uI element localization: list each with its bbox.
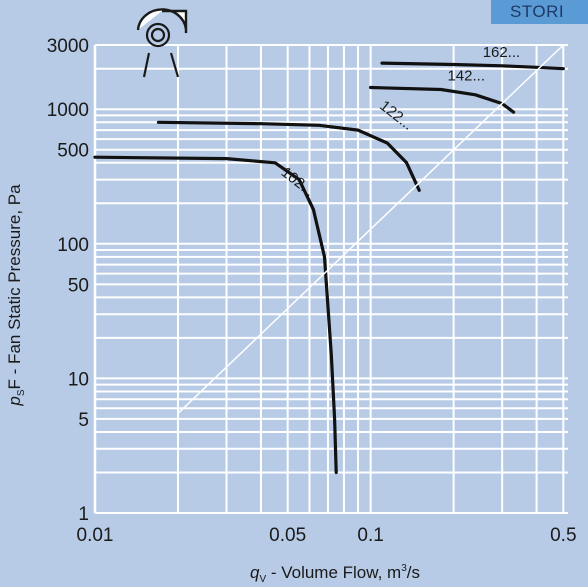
fan-icon [136,8,188,78]
y-tick-label: 10 [68,369,89,390]
y-axis-label: pSF - Fan Static Pressure, Pa [5,184,27,407]
fan-curves [93,44,565,475]
curve-label: 142... [447,68,485,85]
y-tick-label: 5 [78,410,89,431]
badge-text: STORI [510,2,565,21]
y-tick-label: 1000 [47,100,89,121]
y-tick-label: 3000 [47,36,89,57]
axis-ticks: 0.01 0.05 0.1 0.5 1 5 10 50 100 500 1000 3000 [47,36,577,546]
x-tick-label: 0.05 [269,525,306,546]
y-tick-label: 1 [78,504,89,525]
fan-curve-line [93,155,338,475]
fan-curve-line [156,120,421,192]
stori-badge: STORI [491,0,588,24]
y-tick-label: 500 [57,141,89,162]
system-curve-line [177,44,564,414]
x-tick-label: 0.5 [550,525,576,546]
x-tick-label: 0.1 [357,525,383,546]
x-tick-label: 0.01 [77,525,114,546]
x-axis-label: qV - Volume Flow, m3/s [250,563,420,585]
curve-label: 102... [278,164,318,201]
y-tick-label: 50 [68,275,89,296]
fan-curve-line [369,85,516,114]
fan-curve-line [380,61,565,71]
grid [93,44,568,514]
y-tick-label: 100 [57,235,89,256]
curve-label: 162... [483,44,521,61]
